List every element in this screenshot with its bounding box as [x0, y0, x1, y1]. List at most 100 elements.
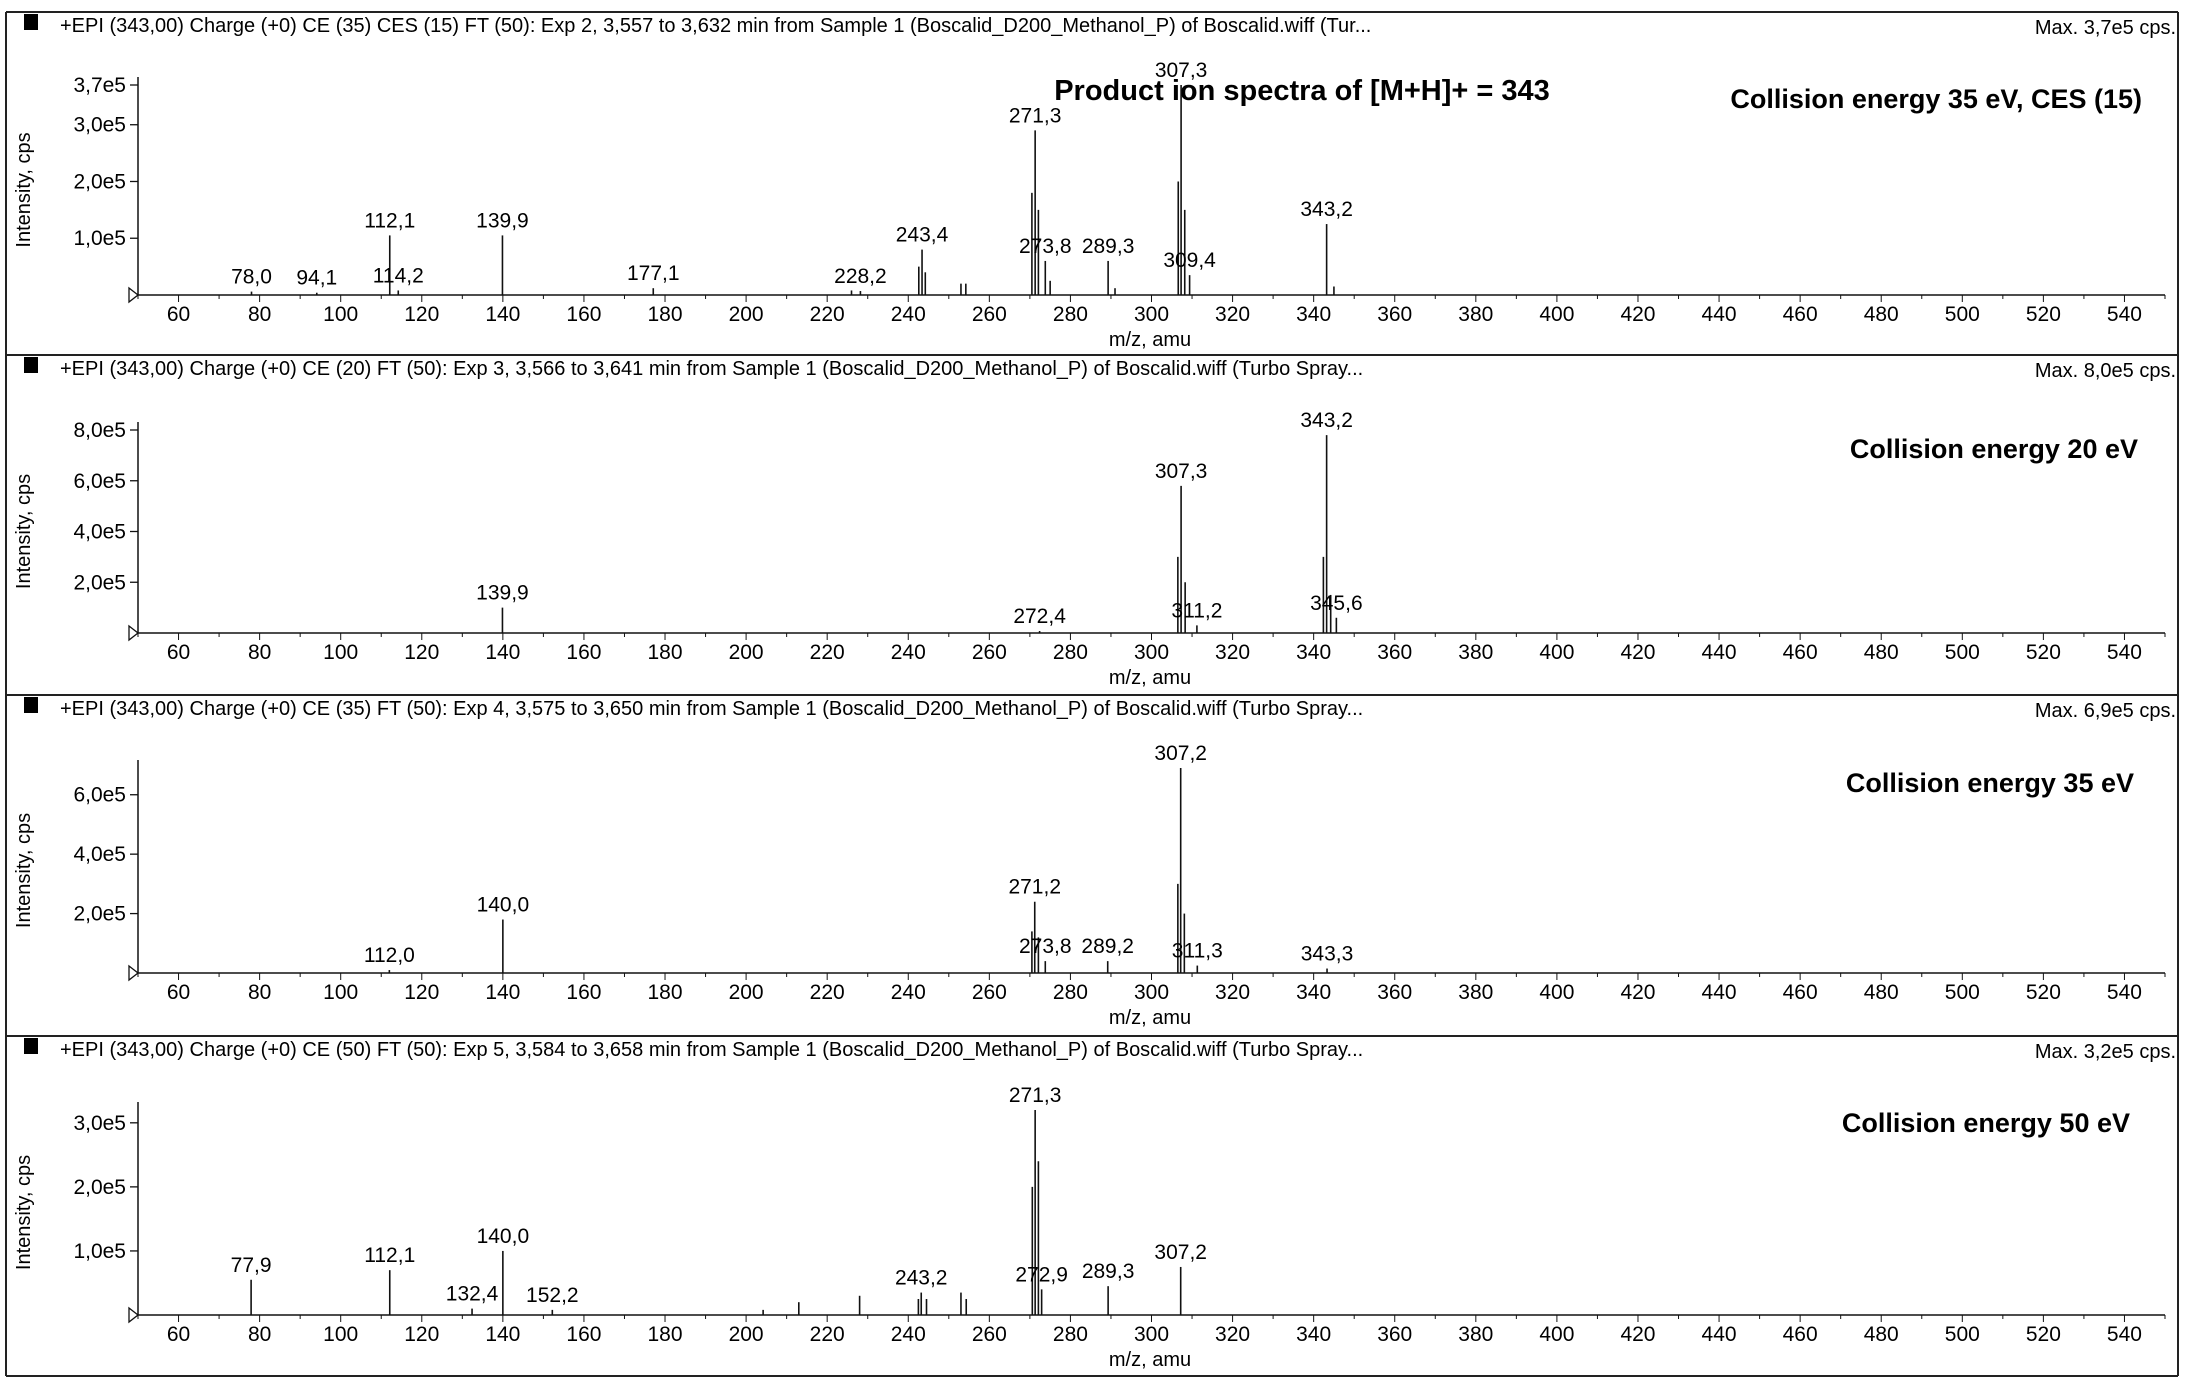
- x-tick-label: 160: [566, 1323, 601, 1346]
- peak-label: 139,9: [476, 582, 529, 605]
- x-tick-label: 480: [1864, 1323, 1899, 1346]
- x-tick-label: 320: [1215, 1323, 1250, 1346]
- x-tick-label: 380: [1458, 641, 1493, 664]
- x-tick-label: 240: [891, 981, 926, 1004]
- peak-label: 177,1: [627, 262, 680, 285]
- peak-label: 307,2: [1154, 1241, 1207, 1264]
- x-axis-label: m/z, amu: [1109, 329, 1191, 351]
- peak-label: 114,2: [373, 264, 424, 287]
- peak-label: 272,4: [1013, 605, 1066, 628]
- panel-header: +EPI (343,00) Charge (+0) CE (35) FT (50…: [60, 698, 1363, 720]
- x-tick-label: 340: [1296, 981, 1331, 1004]
- x-tick-label: 520: [2026, 1323, 2061, 1346]
- x-tick-label: 60: [167, 303, 190, 326]
- peak-label: 345,6: [1310, 592, 1363, 615]
- x-axis-label: m/z, amu: [1109, 667, 1191, 689]
- peak-label: 307,3: [1155, 460, 1208, 483]
- y-tick-label: 4,0e5: [73, 843, 126, 866]
- peak-label: 271,3: [1009, 104, 1062, 127]
- x-tick-label: 100: [323, 641, 358, 664]
- x-tick-label: 460: [1783, 981, 1818, 1004]
- peak-label: 343,2: [1300, 409, 1353, 432]
- x-tick-label: 60: [167, 1323, 190, 1346]
- peak-label: 243,2: [895, 1267, 948, 1290]
- y-tick-label: 6,0e5: [73, 784, 126, 807]
- x-tick-label: 360: [1377, 1323, 1412, 1346]
- x-tick-label: 260: [972, 981, 1007, 1004]
- x-tick-label: 360: [1377, 303, 1412, 326]
- panel-header: +EPI (343,00) Charge (+0) CE (20) FT (50…: [60, 358, 1363, 380]
- x-tick-label: 340: [1296, 303, 1331, 326]
- y-tick-label: 3,0e5: [73, 114, 126, 137]
- peak-label: 311,2: [1171, 599, 1222, 622]
- collision-energy-label: Collision energy 35 eV: [1846, 768, 2134, 798]
- panel-marker: [24, 1038, 38, 1054]
- peak-label: 289,2: [1081, 935, 1134, 958]
- x-tick-label: 500: [1945, 303, 1980, 326]
- x-axis-label: m/z, amu: [1109, 1349, 1191, 1371]
- spectrum-panel: +EPI (343,00) Charge (+0) CE (20) FT (50…: [6, 354, 2178, 689]
- peak-label: 112,1: [364, 209, 415, 232]
- x-tick-label: 180: [647, 303, 682, 326]
- max-intensity-label: Max. 8,0e5 cps.: [2035, 360, 2176, 382]
- peak-label: 243,4: [896, 224, 949, 247]
- collision-energy-label: Collision energy 35 eV, CES (15): [1730, 84, 2142, 114]
- x-tick-label: 520: [2026, 303, 2061, 326]
- peak-label: 140,0: [477, 1225, 530, 1248]
- y-tick-label: 3,7e5: [73, 74, 126, 97]
- x-tick-label: 120: [404, 303, 439, 326]
- x-tick-label: 300: [1134, 303, 1169, 326]
- peak-label: 77,9: [231, 1254, 272, 1277]
- x-tick-label: 220: [810, 641, 845, 664]
- y-tick-label: 4,0e5: [73, 521, 126, 544]
- peak-label: 307,2: [1154, 742, 1207, 765]
- origin-marker: [128, 624, 140, 642]
- x-tick-label: 540: [2107, 981, 2142, 1004]
- x-tick-label: 540: [2107, 1323, 2142, 1346]
- x-tick-label: 380: [1458, 303, 1493, 326]
- x-tick-label: 320: [1215, 981, 1250, 1004]
- peak-label: 311,3: [1172, 940, 1223, 963]
- peak-label: 289,3: [1082, 235, 1135, 258]
- x-tick-label: 240: [891, 303, 926, 326]
- x-tick-label: 480: [1864, 303, 1899, 326]
- x-tick-label: 140: [485, 1323, 520, 1346]
- x-tick-label: 140: [485, 981, 520, 1004]
- x-tick-label: 340: [1296, 641, 1331, 664]
- peak-label: 139,9: [476, 209, 529, 232]
- x-tick-label: 160: [566, 981, 601, 1004]
- x-tick-label: 220: [810, 303, 845, 326]
- spectrum-panel: +EPI (343,00) Charge (+0) CE (35) CES (1…: [6, 11, 2178, 351]
- peak-label: 273,8: [1019, 235, 1072, 258]
- spectra-panels: +EPI (343,00) Charge (+0) CE (35) CES (1…: [5, 11, 2179, 1377]
- spectrum-panel: +EPI (343,00) Charge (+0) CE (50) FT (50…: [6, 1035, 2178, 1371]
- x-tick-label: 500: [1945, 641, 1980, 664]
- x-tick-label: 360: [1377, 981, 1412, 1004]
- x-tick-label: 440: [1702, 981, 1737, 1004]
- x-tick-label: 500: [1945, 1323, 1980, 1346]
- y-axis-label: Intensity, cps: [13, 1155, 35, 1270]
- x-tick-label: 280: [1053, 641, 1088, 664]
- x-tick-label: 420: [1620, 981, 1655, 1004]
- y-axis-label: Intensity, cps: [13, 474, 35, 589]
- x-tick-label: 280: [1053, 981, 1088, 1004]
- y-tick-label: 2,0e5: [73, 170, 126, 193]
- x-tick-label: 120: [404, 981, 439, 1004]
- x-tick-label: 460: [1783, 1323, 1818, 1346]
- y-tick-label: 2,0e5: [73, 571, 126, 594]
- x-tick-label: 460: [1783, 641, 1818, 664]
- max-intensity-label: Max. 3,2e5 cps.: [2035, 1041, 2176, 1063]
- x-tick-label: 260: [972, 1323, 1007, 1346]
- panel-marker: [24, 357, 38, 373]
- x-tick-label: 340: [1296, 1323, 1331, 1346]
- x-tick-label: 380: [1458, 981, 1493, 1004]
- x-tick-label: 520: [2026, 641, 2061, 664]
- x-tick-label: 260: [972, 641, 1007, 664]
- x-tick-label: 220: [810, 981, 845, 1004]
- x-tick-label: 540: [2107, 641, 2142, 664]
- x-tick-label: 360: [1377, 641, 1412, 664]
- peak-label: 132,4: [446, 1283, 499, 1306]
- peak-label: 94,1: [296, 267, 337, 290]
- x-tick-label: 300: [1134, 641, 1169, 664]
- peak-label: 309,4: [1163, 249, 1216, 272]
